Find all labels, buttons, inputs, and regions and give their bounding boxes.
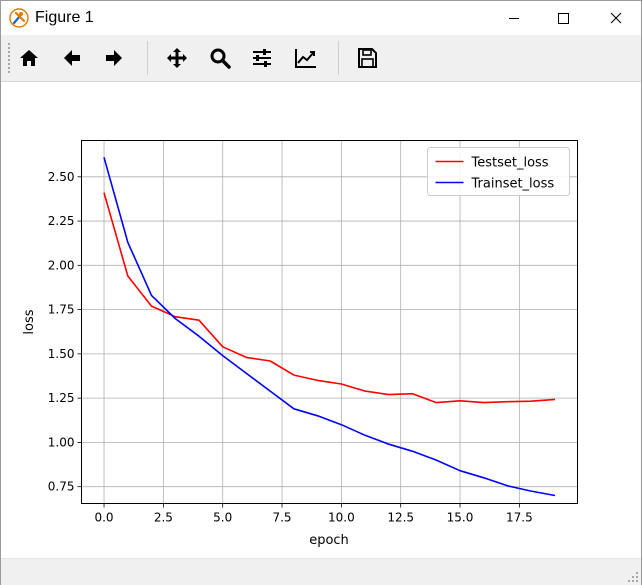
y-tick-label: 1.75 xyxy=(48,303,75,317)
x-tick-label: 2.5 xyxy=(154,511,173,525)
minimize-button[interactable] xyxy=(491,1,537,35)
window-title: Figure 1 xyxy=(35,9,94,26)
x-tick-label: 12.5 xyxy=(387,511,414,525)
y-tick-label: 1.00 xyxy=(48,435,75,449)
back-button[interactable] xyxy=(56,42,88,74)
line-chart-icon xyxy=(295,49,316,68)
home-icon xyxy=(20,50,38,66)
y-tick-label: 2.00 xyxy=(48,258,75,272)
resize-grip-icon[interactable] xyxy=(627,571,639,583)
forward-button[interactable] xyxy=(98,42,130,74)
save-button[interactable] xyxy=(351,42,383,74)
x-tick-label: 10.0 xyxy=(328,511,355,525)
subplots-button[interactable] xyxy=(246,42,278,74)
y-tick-label: 1.25 xyxy=(48,391,75,405)
y-tick-label: 1.50 xyxy=(48,347,75,361)
arrow-left-icon xyxy=(64,50,80,66)
maximize-button[interactable] xyxy=(540,1,586,35)
legend-label: Testset_loss xyxy=(471,156,549,171)
line-chart: 0.0 2.5 5.0 7.5 10.0 12.5 15.0 17.5 0.75 1.00 1.25… xyxy=(22,140,578,548)
plot-frame xyxy=(81,140,578,504)
edit-axis-button[interactable] xyxy=(289,42,321,74)
toolbar-grip[interactable] xyxy=(7,42,11,74)
magnifier-icon xyxy=(210,48,231,69)
x-tick-label: 7.5 xyxy=(272,511,291,525)
x-tick-label: 15.0 xyxy=(447,511,474,525)
y-tick-label: 2.50 xyxy=(48,170,75,184)
x-axis-label: epoch xyxy=(309,533,349,548)
pan-button[interactable] xyxy=(161,42,193,74)
x-tick-label: 5.0 xyxy=(213,511,232,525)
plot-background xyxy=(81,140,578,504)
x-tick-label: 0.0 xyxy=(94,511,113,525)
toolbar-separator xyxy=(338,41,339,75)
y-axis-label: loss xyxy=(22,309,37,334)
y-tick-label: 0.75 xyxy=(48,480,75,494)
series-line-trainset-loss xyxy=(103,157,556,497)
floppy-disk-icon xyxy=(358,48,377,68)
navigation-toolbar xyxy=(1,35,641,82)
status-bar xyxy=(1,558,641,585)
close-button[interactable] xyxy=(593,1,639,35)
maximize-icon xyxy=(558,13,569,24)
legend: Testset_loss Trainset_loss xyxy=(427,147,570,196)
x-tick-label: 17.5 xyxy=(506,511,533,525)
zoom-button[interactable] xyxy=(204,42,236,74)
home-button[interactable] xyxy=(13,42,45,74)
title-bar[interactable]: Figure 1 xyxy=(1,1,641,35)
toolbar-separator xyxy=(147,41,148,75)
minimize-icon xyxy=(509,18,519,19)
sliders-icon xyxy=(253,49,271,67)
series-line-testset-loss xyxy=(103,192,556,404)
move-icon xyxy=(167,48,187,68)
y-tick-label: 2.25 xyxy=(48,214,75,228)
arrow-right-icon xyxy=(106,50,122,66)
figure-canvas[interactable]: 0.0 2.5 5.0 7.5 10.0 12.5 15.0 17.5 0.75 1.00 1.25… xyxy=(1,82,641,558)
legend-label: Trainset_loss xyxy=(471,177,555,192)
app-logo-icon xyxy=(9,8,29,28)
legend-box xyxy=(427,147,570,196)
close-icon xyxy=(610,12,622,24)
